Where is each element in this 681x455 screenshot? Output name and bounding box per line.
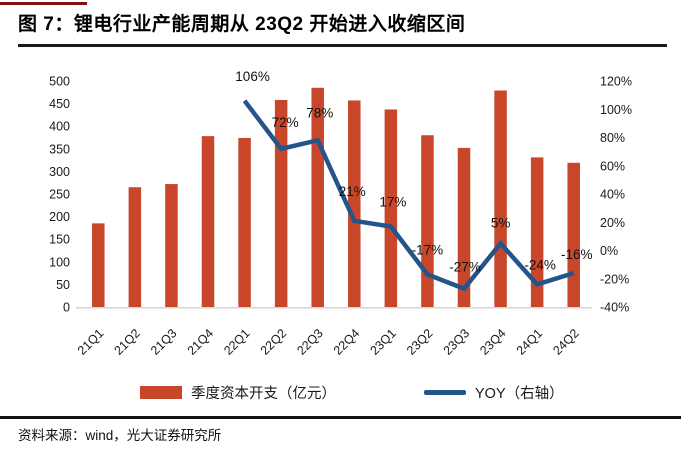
- right-axis-tick: -40%: [600, 301, 629, 315]
- bar-23Q1: [384, 109, 398, 307]
- bar-22Q2: [274, 99, 288, 307]
- yoy-point-label-23Q2: -17%: [412, 243, 444, 258]
- figure-title: 图 7：锂电行业产能周期从 23Q2 开始进入收缩区间: [18, 14, 466, 35]
- x-axis-tick-21Q2: 21Q2: [111, 326, 143, 358]
- yoy-point-label-24Q1: -24%: [524, 257, 556, 272]
- x-axis-tick-23Q3: 23Q3: [441, 326, 473, 358]
- bar-series-swatch: [140, 385, 182, 399]
- x-axis-tick-23Q2: 23Q2: [404, 326, 436, 358]
- yoy-point-label-22Q2: 72%: [272, 115, 299, 130]
- x-axis-tick-21Q3: 21Q3: [148, 326, 180, 358]
- left-axis-tick: 150: [49, 233, 70, 247]
- bar-23Q2: [421, 135, 434, 307]
- right-axis-tick: 80%: [600, 131, 625, 145]
- left-axis-tick: 250: [49, 188, 70, 202]
- legend-item-capex: 季度资本开支（亿元）: [140, 381, 336, 403]
- x-axis-tick-23Q4: 23Q4: [477, 326, 509, 358]
- x-axis-tick-21Q1: 21Q1: [75, 326, 107, 358]
- left-axis-tick: 450: [49, 97, 70, 111]
- yoy-point-label-23Q3: -27%: [449, 260, 481, 275]
- source-note: 资料来源：wind，光大证券研究所: [18, 428, 222, 443]
- x-axis-tick-21Q4: 21Q4: [185, 326, 217, 358]
- top-accent-rule: [0, 2, 87, 5]
- bar-24Q2: [567, 162, 580, 307]
- bar-22Q3: [311, 87, 324, 307]
- yoy-line: [242, 99, 575, 292]
- right-axis-tick: 60%: [600, 159, 625, 173]
- right-axis-tick: 20%: [600, 216, 625, 230]
- right-axis-tick: -20%: [600, 272, 629, 286]
- x-axis-tick-22Q1: 22Q1: [221, 326, 253, 358]
- right-axis-tick: 0%: [600, 244, 618, 258]
- yoy-point-label-22Q3: 78%: [306, 105, 333, 120]
- chart-canvas: 0 50 100 150 200 250 300 350 400 450 500 -40% -20% 0%…: [49, 69, 632, 358]
- yoy-point-label-23Q1: 17%: [379, 194, 406, 209]
- left-axis-tick: 400: [49, 120, 70, 134]
- bar-23Q4: [494, 90, 507, 307]
- bar-21Q1: [92, 223, 105, 307]
- bar-22Q1: [238, 137, 251, 307]
- x-axis-tick-24Q2: 24Q2: [550, 326, 582, 358]
- x-axis-tick-22Q3: 22Q3: [294, 326, 326, 358]
- yoy-point-label-22Q1: 106%: [235, 69, 270, 84]
- capex-yoy-chart: 0 50 100 150 200 250 300 350 400 450 500 -40% -20% 0%…: [0, 52, 681, 372]
- left-axis-tick: 0: [63, 301, 70, 315]
- left-axis-tick: 350: [49, 142, 70, 156]
- yoy-point-label-23Q4: 5%: [491, 215, 511, 230]
- x-axis-tick-23Q1: 23Q1: [367, 326, 399, 358]
- bar-22Q4: [348, 100, 361, 307]
- bar-21Q2: [128, 187, 142, 307]
- title-divider: [18, 44, 667, 47]
- bar-24Q1: [530, 157, 544, 307]
- legend-label-yoy: YOY（右轴）: [475, 385, 564, 402]
- bar-21Q3: [165, 184, 178, 307]
- line-series-swatch: [424, 389, 466, 395]
- x-axis-tick-22Q2: 22Q2: [258, 326, 290, 358]
- x-axis-tick-24Q1: 24Q1: [514, 326, 546, 358]
- legend-item-yoy: YOY（右轴）: [424, 381, 564, 403]
- x-axis-tick-22Q4: 22Q4: [331, 326, 363, 358]
- footer-divider: [0, 416, 681, 419]
- bar-23Q3: [457, 147, 471, 307]
- left-axis-tick: 500: [49, 75, 70, 89]
- yoy-point-label-24Q2: -16%: [561, 247, 593, 262]
- right-axis-tick: 120%: [600, 75, 632, 89]
- left-axis-tick: 50: [56, 278, 70, 292]
- left-axis-tick: 100: [49, 255, 70, 269]
- left-axis-tick: 200: [49, 210, 70, 224]
- yoy-point-label-22Q4: 21%: [339, 184, 366, 199]
- legend-label-capex: 季度资本开支（亿元）: [191, 385, 336, 402]
- right-axis-tick: 40%: [600, 188, 625, 202]
- bar-21Q4: [201, 136, 215, 307]
- chart-legend: 季度资本开支（亿元） YOY（右轴）: [0, 381, 681, 403]
- left-axis-tick: 300: [49, 165, 70, 179]
- right-axis-tick: 100%: [600, 103, 632, 117]
